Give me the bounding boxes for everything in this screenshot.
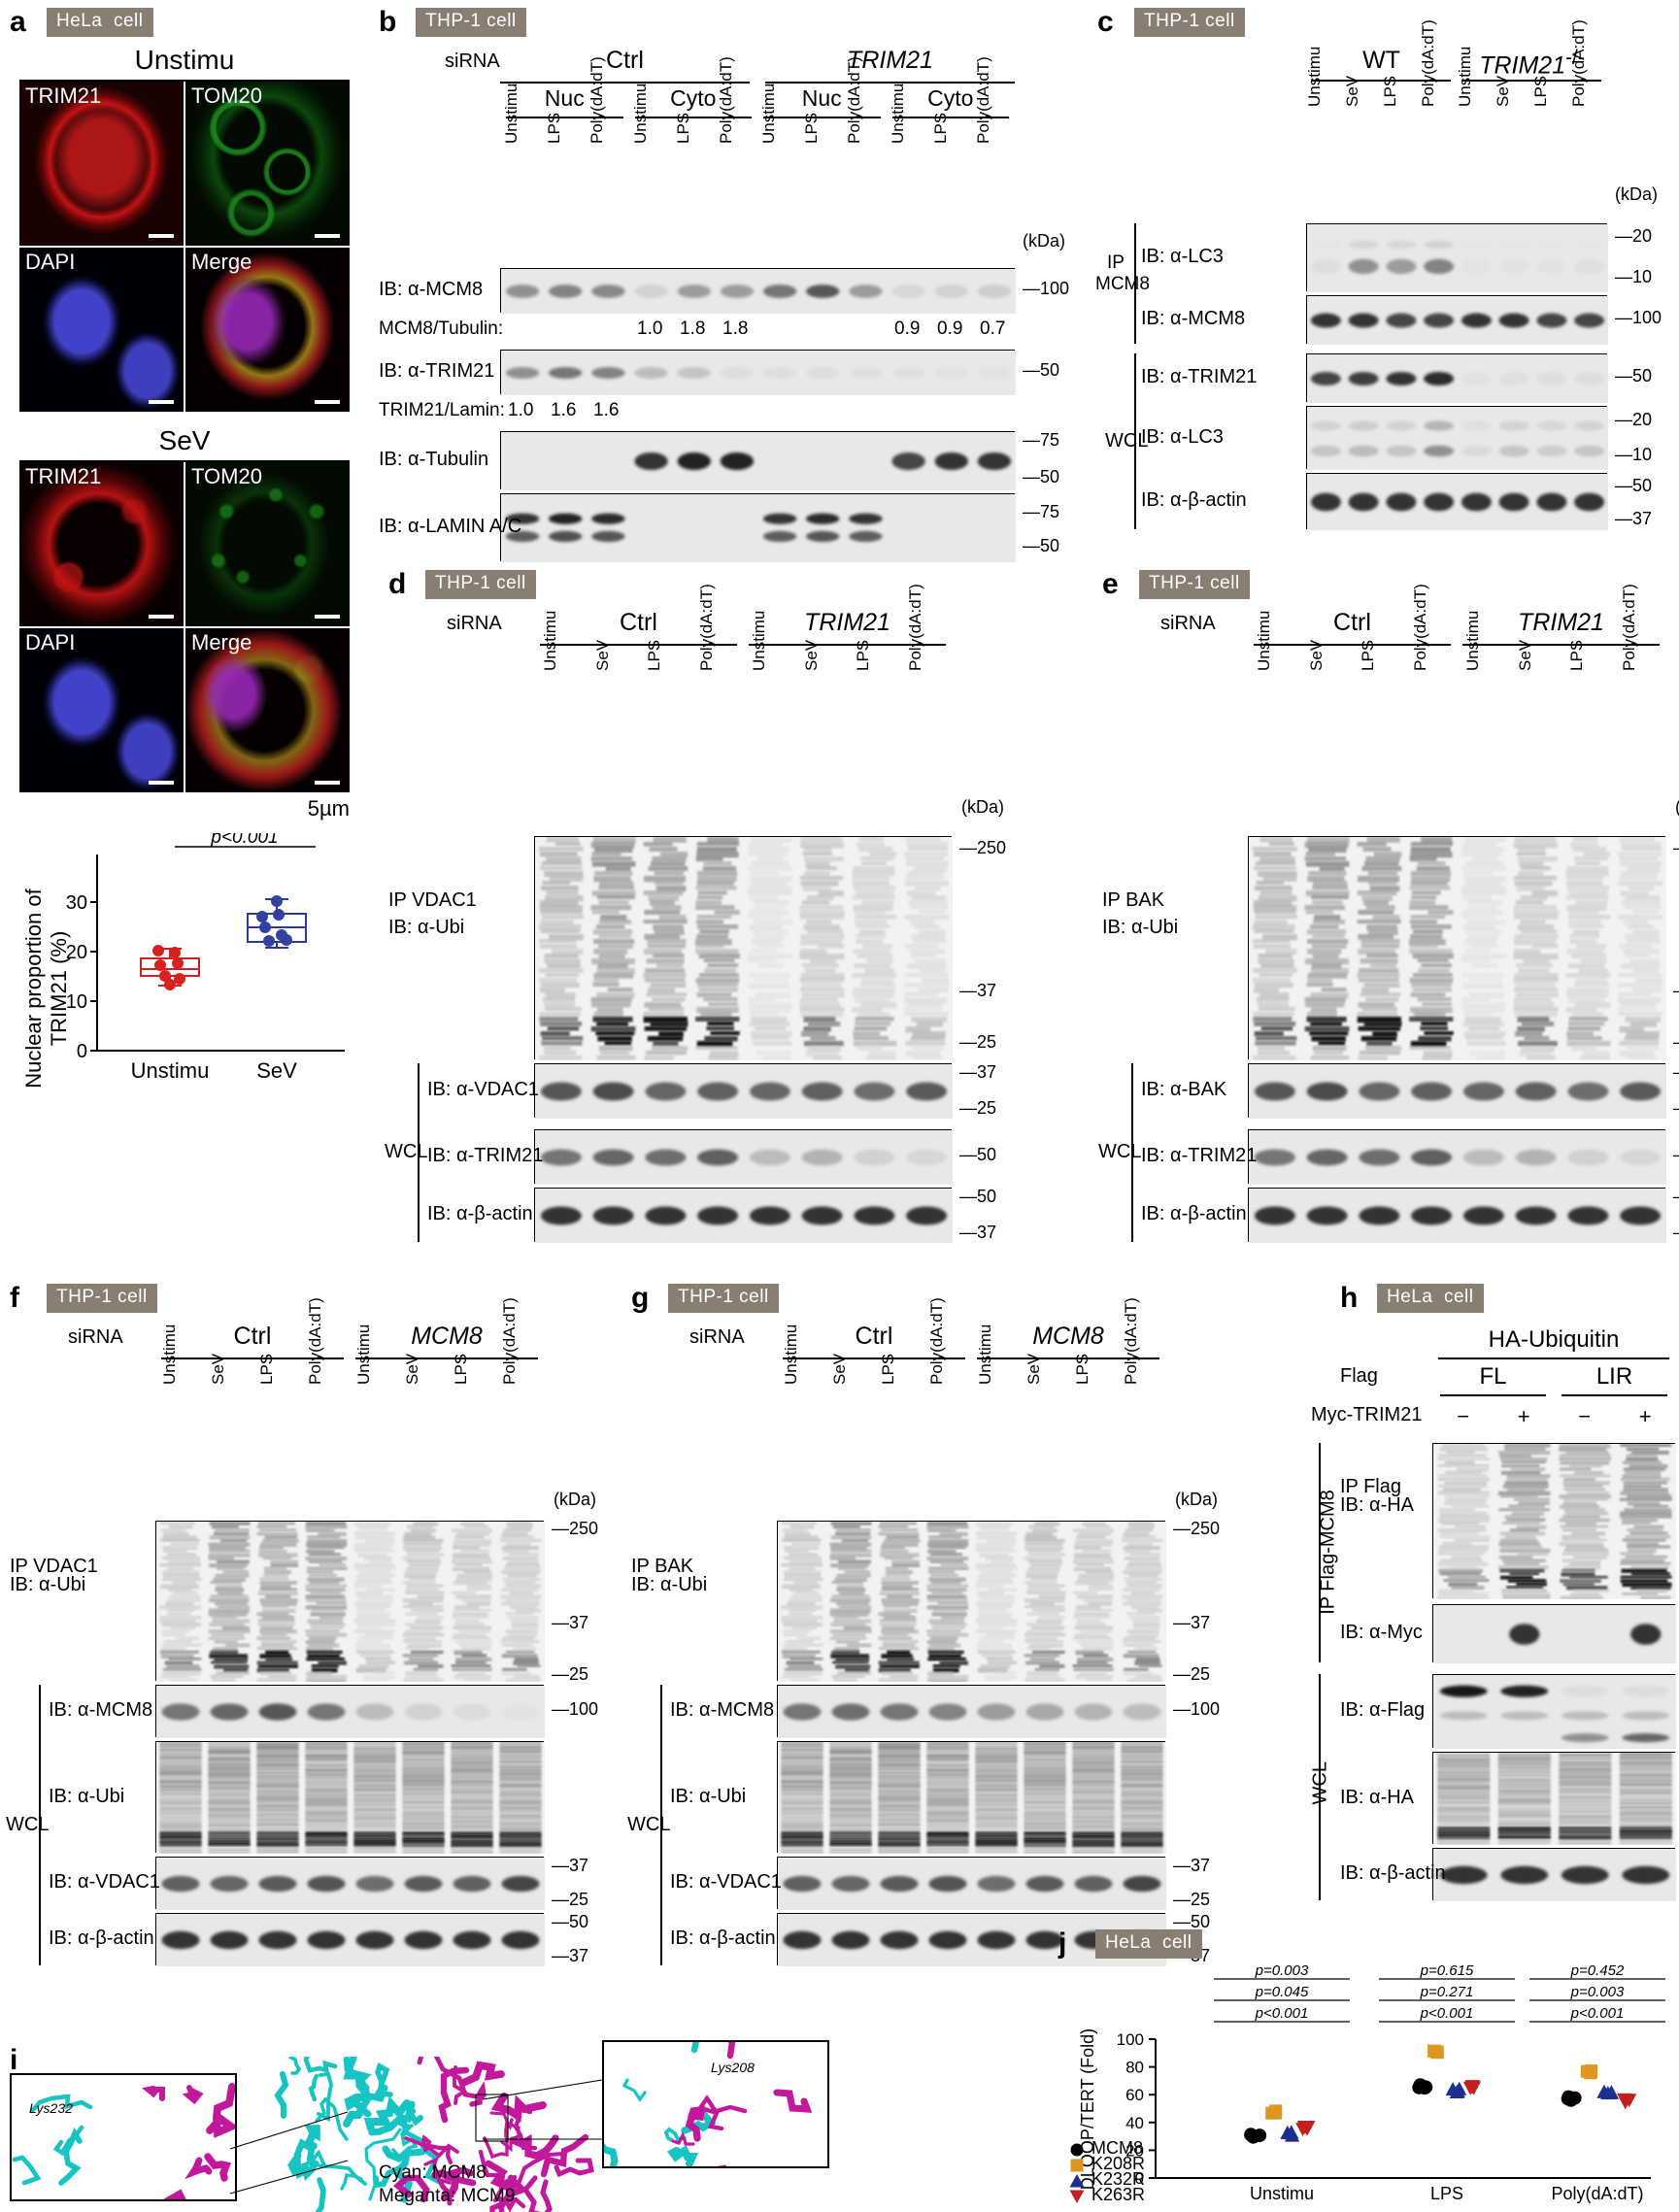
svg-text:p=0.271: p=0.271 — [1420, 1984, 1474, 2000]
svg-text:p<0.001: p<0.001 — [1570, 2005, 1625, 2022]
svg-text:p=0.615: p=0.615 — [1420, 1962, 1474, 1979]
svg-text:SeV: SeV — [256, 1058, 297, 1083]
svg-text:p=0.452: p=0.452 — [1570, 1962, 1625, 1979]
svg-text:TRIM21 (%): TRIM21 (%) — [47, 931, 71, 1047]
svg-text:100: 100 — [1117, 2030, 1144, 2049]
svg-text:Unstimu: Unstimu — [131, 1058, 210, 1083]
svg-text:80: 80 — [1125, 2059, 1144, 2077]
svg-text:Unstimu: Unstimu — [1250, 2184, 1314, 2203]
svg-text:p<0.001: p<0.001 — [1255, 2005, 1309, 2022]
svg-text:LPS: LPS — [1430, 2184, 1463, 2203]
svg-text:60: 60 — [1125, 2086, 1144, 2104]
svg-text:0: 0 — [77, 1041, 87, 1062]
svg-text:p<0.001: p<0.001 — [1420, 2005, 1474, 2022]
svg-text:p=0.003: p=0.003 — [1570, 1984, 1625, 2000]
svg-text:Nuclear proportion of: Nuclear proportion of — [21, 888, 46, 1088]
svg-text:p=0.045: p=0.045 — [1255, 1984, 1309, 2000]
svg-text:p<0.001: p<0.001 — [210, 833, 278, 848]
svg-text:40: 40 — [1125, 2114, 1144, 2132]
svg-text:Poly(dA:dT): Poly(dA:dT) — [1551, 2184, 1643, 2203]
svg-text:p=0.003: p=0.003 — [1255, 1962, 1309, 1979]
svg-text:30: 30 — [66, 892, 87, 914]
